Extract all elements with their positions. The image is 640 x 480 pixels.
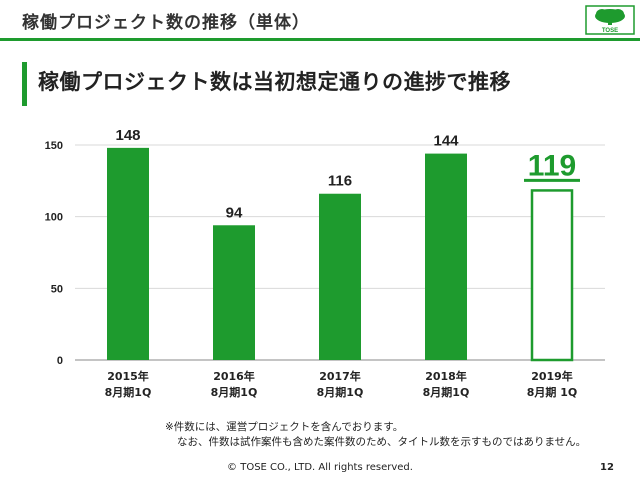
x-tick-label: 2016年 [213,369,255,383]
bar-chart: 0 50 100 150 148 2015年 8月期1Q 94 2016年 8月期1Q 116 201… [45,127,605,399]
x-tick-label: 8月期1Q [105,385,152,399]
x-tick-label: 2015年 [107,369,149,383]
bar [107,147,149,360]
y-tick-label: 50 [51,283,63,295]
x-tick-label: 8月期1Q [423,385,470,399]
y-tick-label: 150 [45,140,63,152]
x-tick-label: 2019年 [531,369,573,383]
footnote: ※件数には、運営プロジェクトを含んでおります。 なお、件数は試作案件も含めた案件… [165,420,586,450]
copyright: © TOSE CO., LTD. All rights reserved. [227,462,413,473]
x-tick-label: 8月期 1Q [527,385,578,399]
data-label: 144 [433,133,459,150]
footnote-line-2: なお、件数は試作案件も含めた案件数のため、タイトル数を示すものではありません。 [177,436,587,448]
x-tick-label: 2017年 [319,369,361,383]
x-tick-label: 8月期1Q [317,385,364,399]
data-label: 119 [528,149,576,182]
data-label: 94 [226,204,243,221]
tose-logo: TOSE [585,5,635,35]
bar-highlight [530,189,574,362]
data-label: 148 [115,127,140,144]
heading-accent-bar [22,62,27,106]
bar [319,193,361,360]
slide-title: 稼働プロジェクト数の推移（単体） [22,13,310,33]
x-tick-label: 2018年 [425,369,467,383]
bar [425,153,467,360]
y-tick-label: 100 [45,212,63,224]
section-heading: 稼働プロジェクト数は当初想定通りの進捗で推移 [38,70,511,94]
data-label: 116 [328,173,352,190]
footnote-line-1: ※件数には、運営プロジェクトを含んでおります。 [165,421,404,433]
page-number: 12 [600,462,614,473]
y-tick-label: 0 [57,355,63,367]
svg-text:TOSE: TOSE [602,28,618,34]
bar [213,225,255,360]
x-tick-label: 8月期1Q [211,385,258,399]
title-underline [0,38,640,41]
